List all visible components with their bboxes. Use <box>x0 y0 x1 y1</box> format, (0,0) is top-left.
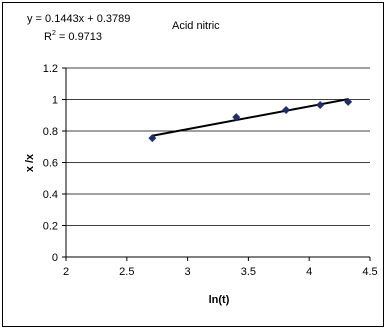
data-point <box>232 113 241 122</box>
y-tick-label: 0.2 <box>43 221 58 233</box>
y-tick-label: 1 <box>52 95 58 107</box>
y-axis-label: x /x <box>24 153 36 172</box>
r-squared-text: R2 = 0.9713 <box>44 30 102 43</box>
x-tick-label: 4 <box>306 266 312 278</box>
x-tick-label: 2.5 <box>119 266 134 278</box>
r-squared-value: = 0.9713 <box>56 31 102 43</box>
x-tick-label: 3.5 <box>241 266 256 278</box>
points-layer <box>148 97 353 143</box>
grid-layer <box>66 67 370 226</box>
x-tick-label: 2 <box>63 266 69 278</box>
x-axis-label: ln(t) <box>209 294 230 306</box>
chart-frame <box>2 2 384 327</box>
y-tick-label: 0 <box>52 252 58 264</box>
data-point <box>148 134 157 143</box>
y-tick-label: 0.8 <box>43 126 58 138</box>
data-point <box>344 97 353 106</box>
series-annotation: Acid nitric <box>172 20 220 32</box>
data-point <box>316 101 325 110</box>
x-tick-label: 3 <box>185 266 191 278</box>
trendline-equation: y = 0.1443x + 0.3789 <box>27 13 130 25</box>
y-tick-label: 0.4 <box>43 189 58 201</box>
x-tick-label: 4.5 <box>362 266 377 278</box>
data-point <box>282 106 291 115</box>
trendline <box>152 98 349 137</box>
y-tick-label: 1.2 <box>43 63 58 75</box>
y-tick-label: 0.6 <box>43 158 58 170</box>
axes-layer: 0 0.2 0.4 0.6 0.8 1 1.2 2 2.5 3 3.5 4 4.5 <box>43 63 378 278</box>
r-squared-prefix: R <box>44 31 52 43</box>
trend-layer <box>152 98 349 137</box>
r-squared-superscript: 2 <box>52 30 56 37</box>
